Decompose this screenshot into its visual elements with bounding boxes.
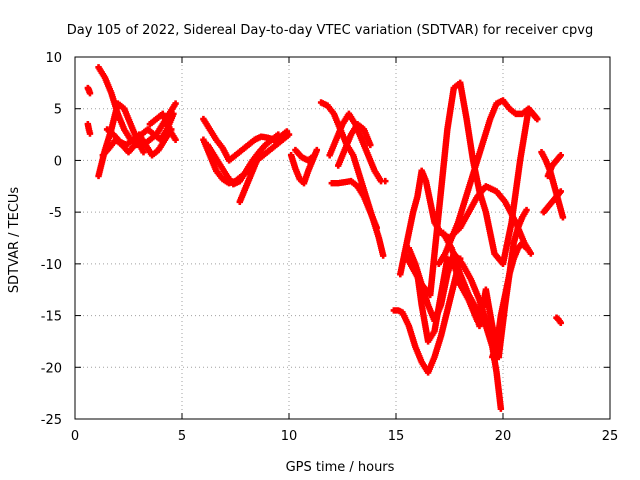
series-s30 <box>544 152 564 180</box>
series-s17 <box>335 121 374 169</box>
series-s27 <box>489 239 530 361</box>
y-tick-label: 5 <box>54 103 62 118</box>
data-point <box>497 405 505 412</box>
series-s16 <box>328 177 380 231</box>
data-point <box>373 224 380 231</box>
data-point <box>557 188 564 195</box>
chart-title: Day 105 of 2022, Sidereal Day-to-day VTE… <box>67 23 593 38</box>
y-tick-label: 10 <box>45 51 62 66</box>
grid <box>75 57 610 419</box>
x-axis-label: GPS time / hours <box>286 460 395 475</box>
data-point <box>382 177 389 185</box>
data-point <box>311 152 318 159</box>
data-point <box>313 146 321 154</box>
data-point <box>172 100 179 107</box>
y-tick-label: -15 <box>41 310 62 325</box>
plot-frame <box>74 56 611 420</box>
series-s29 <box>540 188 564 216</box>
y-tick-label: -5 <box>49 206 62 221</box>
data-point <box>557 152 564 159</box>
series-s13 <box>292 146 318 164</box>
x-tick-label: 10 <box>281 429 298 444</box>
x-tick-label: 20 <box>495 429 512 444</box>
x-tick-label: 0 <box>71 429 79 444</box>
series-s11 <box>204 131 282 188</box>
y-axis-label: SDTVAR / TECUs <box>7 187 22 294</box>
data-point <box>140 148 147 156</box>
y-tick-label: -20 <box>41 361 62 376</box>
y-tick-label: -25 <box>41 413 62 428</box>
series-s6 <box>103 126 175 159</box>
data-point <box>534 115 541 123</box>
data-points <box>84 64 567 412</box>
data-point <box>86 90 94 97</box>
data-point <box>285 131 293 138</box>
data-point <box>170 110 177 118</box>
x-tick-label: 5 <box>178 429 186 444</box>
y-tick-label: -10 <box>41 258 62 273</box>
data-point <box>379 252 387 259</box>
x-tick-label: 25 <box>602 429 619 444</box>
series-s7 <box>146 110 179 143</box>
data-point <box>523 245 530 252</box>
series-s31 <box>553 314 564 327</box>
data-point <box>557 319 564 327</box>
series-s18 <box>382 177 389 185</box>
data-point <box>527 250 535 257</box>
series-s15 <box>326 110 385 185</box>
series-s1 <box>84 84 94 97</box>
series-s4 <box>95 100 147 180</box>
y-tick-label: 0 <box>54 154 62 169</box>
data-point <box>559 214 567 221</box>
data-point <box>275 131 282 138</box>
data-point <box>172 136 179 143</box>
data-point <box>367 141 374 149</box>
series-s2 <box>84 121 94 137</box>
series-s19 <box>390 255 464 376</box>
data-point <box>523 206 530 214</box>
data-point <box>86 130 94 137</box>
x-tick-label: 15 <box>388 429 405 444</box>
